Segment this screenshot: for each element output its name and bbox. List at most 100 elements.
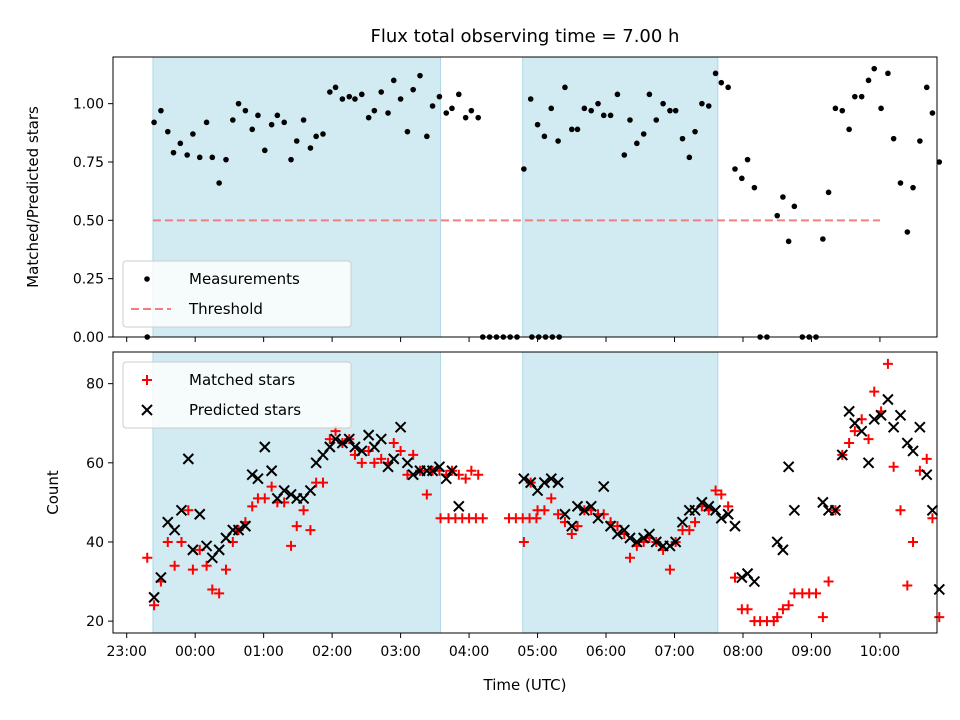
predicted-star-point <box>585 500 597 513</box>
predicted-star-point <box>407 468 419 481</box>
measurement-point <box>705 103 712 109</box>
predicted-star-point <box>232 524 245 536</box>
measurement-point <box>397 96 404 102</box>
measurement-point <box>627 117 633 123</box>
measurement-point <box>923 84 930 91</box>
matched-star-point <box>388 438 399 449</box>
matched-star-point <box>710 485 721 496</box>
predicted-star-point <box>777 544 789 556</box>
predicted-star-point <box>696 496 708 509</box>
matched-star-point <box>546 493 557 504</box>
measurement-point <box>313 133 319 140</box>
matched-star-point <box>142 552 153 563</box>
predicted-star-point <box>894 409 907 422</box>
y-tick-label: 20 <box>86 614 104 630</box>
matched-star-point <box>531 513 542 524</box>
x-tick-label: 08:00 <box>723 644 763 660</box>
matched-star-point <box>376 453 387 464</box>
measurement-point <box>293 138 300 144</box>
matched-star-point <box>664 564 675 575</box>
measurement-point <box>242 107 249 114</box>
measurement-point <box>595 100 601 107</box>
predicted-star-point <box>278 484 290 497</box>
matched-star-point <box>220 564 231 575</box>
measurement-point <box>936 159 943 165</box>
matched-star-point <box>902 580 913 591</box>
matched-star-point <box>624 552 635 563</box>
matched-star-point <box>927 513 938 524</box>
measurement-point <box>404 128 411 135</box>
matched-star-point <box>477 513 488 524</box>
measurement-point <box>653 117 660 123</box>
predicted-star-point <box>611 528 624 540</box>
matched-star-point <box>363 445 374 456</box>
matched-star-point <box>934 612 945 623</box>
predicted-star-point <box>552 476 564 489</box>
measurement-point <box>751 184 758 191</box>
measurement-point <box>371 107 378 114</box>
predicted-star-point <box>155 571 167 584</box>
predicted-star-point <box>426 465 439 477</box>
measurement-point <box>929 110 936 116</box>
matched-star-point <box>684 525 695 536</box>
predicted-star-point <box>252 472 264 485</box>
predicted-star-point <box>650 536 662 548</box>
matched-star-point <box>187 564 198 575</box>
measurement-point <box>255 112 261 119</box>
predicted-star-point <box>175 504 188 517</box>
measurement-point <box>151 119 157 126</box>
predicted-star-point <box>709 504 722 517</box>
matched-star-point <box>690 517 701 528</box>
bottom-panel: 20 40 60 80 23:00 00:00 01:00 02:00 03:00 04:00 05… <box>44 351 945 660</box>
y-axis-label: Matched/Predicted stars <box>24 106 42 288</box>
predicted-star-point <box>715 512 728 524</box>
predicted-star-point <box>829 504 842 517</box>
measurement-point <box>449 105 455 112</box>
matched-star-point <box>149 600 160 611</box>
matched-star-point <box>460 473 471 484</box>
measurement-point <box>574 126 581 133</box>
measurement-point <box>686 154 693 161</box>
matched-star-point <box>207 584 218 595</box>
measurement-point <box>600 112 607 119</box>
measurement-point <box>871 65 878 72</box>
measurement-point <box>607 112 614 119</box>
predicted-star-point <box>836 449 848 461</box>
predicted-star-point <box>182 453 195 465</box>
measurement-point <box>839 107 846 114</box>
predicted-star-point <box>394 421 407 433</box>
predicted-star-point <box>343 433 355 445</box>
y-tick-label: 1.00 <box>73 97 104 113</box>
predicted-star-point <box>782 461 795 473</box>
matched-star-point <box>882 358 893 369</box>
measurement-point <box>223 156 229 163</box>
predicted-star-point <box>887 421 900 433</box>
x-tick-label: 05:00 <box>517 644 557 660</box>
measurement-point <box>170 149 177 156</box>
matched-star-point <box>286 540 297 551</box>
matched-star-point <box>908 536 919 547</box>
predicted-star-point <box>664 540 676 552</box>
measurement-point <box>436 93 443 100</box>
predicted-star-point <box>571 500 584 513</box>
measurement-point <box>177 140 184 147</box>
matched-star-point <box>869 386 880 397</box>
predicted-star-point <box>598 480 610 493</box>
measurement-point <box>739 175 745 182</box>
predicted-star-point <box>375 433 387 445</box>
matched-star-point <box>291 521 302 532</box>
x-tick-label: 23:00 <box>107 644 147 660</box>
predicted-star-point <box>356 445 368 457</box>
matched-star-point <box>176 536 187 547</box>
measurement-point <box>235 100 242 107</box>
measurement-point <box>184 152 190 158</box>
measurement-point <box>785 238 792 245</box>
measurement-point <box>744 156 751 163</box>
matched-star-point <box>921 453 932 464</box>
measurement-point <box>352 96 358 102</box>
x-tick-label: 00:00 <box>175 644 215 660</box>
measurement-point <box>274 112 281 119</box>
predicted-star-point <box>388 453 400 465</box>
measurement-point <box>858 93 865 100</box>
